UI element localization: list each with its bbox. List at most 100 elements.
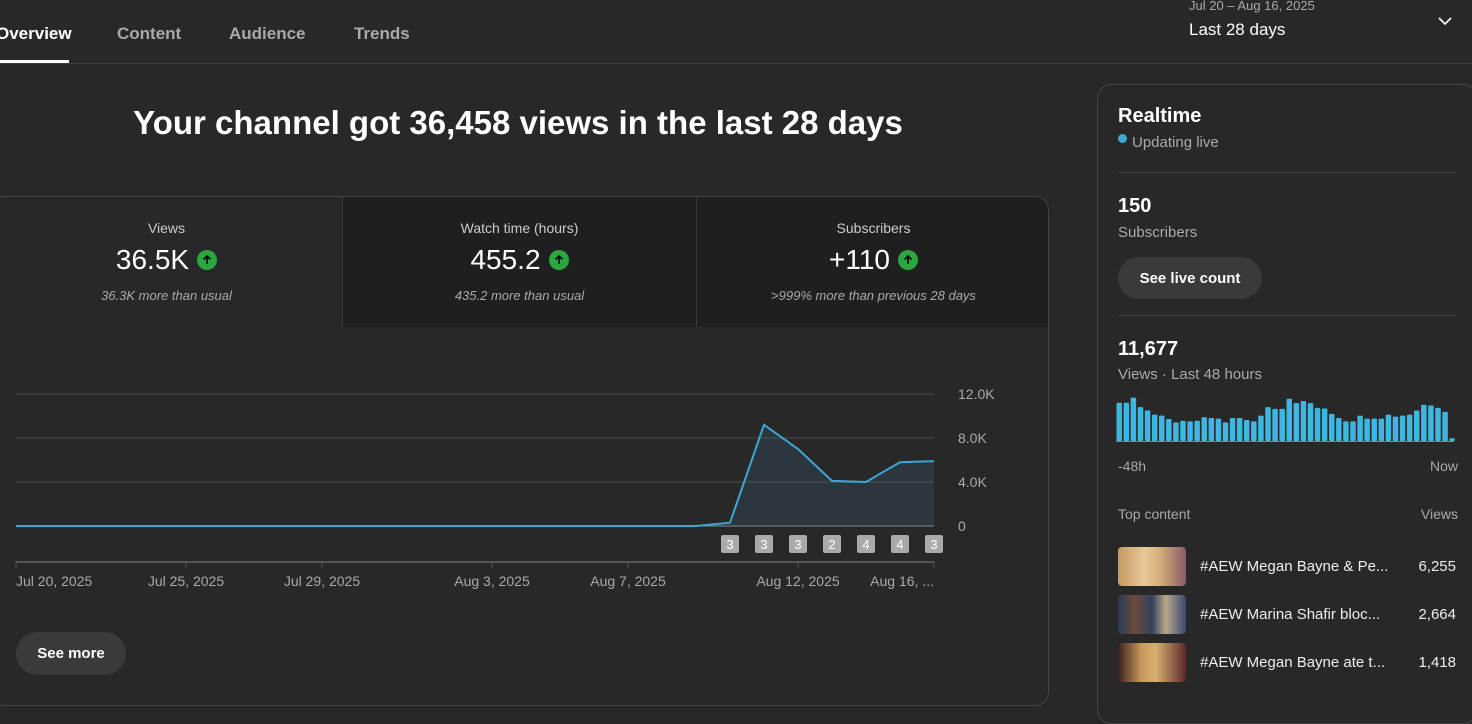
- hourly-bar: [1421, 405, 1426, 441]
- hourly-bar: [1265, 407, 1270, 441]
- upload-marker-count: 3: [726, 537, 733, 552]
- top-content-item[interactable]: #AEW Megan Bayne ate t... 1,418: [1118, 643, 1456, 683]
- tab-trends[interactable]: Trends: [354, 24, 410, 44]
- subscriber-count: 150: [1118, 195, 1151, 218]
- hourly-bar: [1357, 416, 1362, 441]
- views-column-label: Views: [1421, 506, 1458, 522]
- hourly-bar: [1272, 409, 1277, 441]
- hourly-bar: [1117, 403, 1122, 441]
- y-tick-label: 8.0K: [958, 430, 987, 446]
- hourly-bar: [1138, 407, 1143, 441]
- area-fill: [16, 425, 934, 526]
- hourly-bar: [1131, 398, 1136, 441]
- chevron-down-icon[interactable]: [1436, 12, 1454, 30]
- upload-marker-count: 3: [794, 537, 801, 552]
- hourly-bar: [1442, 412, 1447, 441]
- x-tick-label: Aug 12, 2025: [756, 573, 840, 589]
- hourly-bar: [1145, 411, 1150, 441]
- metric-label: Watch time (hours): [343, 220, 696, 236]
- y-tick-label: 4.0K: [958, 474, 987, 490]
- live-dot-icon: [1118, 134, 1127, 143]
- hourly-bar: [1414, 411, 1419, 441]
- metric-comparison: 36.3K more than usual: [0, 288, 342, 303]
- video-thumbnail: [1118, 547, 1186, 586]
- video-views: 1,418: [1418, 654, 1456, 671]
- hourly-bar: [1301, 401, 1306, 441]
- axis-start-label: -48h: [1118, 458, 1146, 474]
- arrow-up-icon: [898, 250, 918, 270]
- metric-label: Subscribers: [697, 220, 1049, 236]
- hourly-bar: [1336, 418, 1341, 441]
- tab-audience[interactable]: Audience: [229, 24, 306, 44]
- date-range[interactable]: Jul 20 – Aug 16, 2025: [1189, 0, 1315, 13]
- x-tick-label: Aug 16, ...: [870, 573, 934, 589]
- hourly-bar: [1180, 421, 1185, 441]
- realtime-status: Updating live: [1132, 134, 1219, 151]
- hourly-bar: [1379, 419, 1384, 441]
- metric-comparison: 435.2 more than usual: [343, 288, 696, 303]
- hourly-bar: [1166, 419, 1171, 441]
- upload-marker-count: 3: [760, 537, 767, 552]
- hourly-bar: [1202, 417, 1207, 441]
- metric-watch-time[interactable]: Watch time (hours) 455.2 435.2 more than…: [342, 197, 696, 327]
- realtime-views-label: Views · Last 48 hours: [1118, 366, 1262, 383]
- hourly-bar: [1230, 418, 1235, 441]
- hourly-bar: [1237, 418, 1242, 441]
- realtime-title: Realtime: [1118, 105, 1201, 128]
- video-views: 6,255: [1418, 558, 1456, 575]
- see-live-count-button[interactable]: See live count: [1118, 257, 1262, 299]
- hourly-bar: [1407, 415, 1412, 441]
- upload-marker-count: 3: [930, 537, 937, 552]
- arrow-up-icon: [549, 250, 569, 270]
- x-tick-label: Aug 3, 2025: [454, 573, 530, 589]
- hourly-bar: [1322, 409, 1327, 441]
- arrow-up-icon: [197, 250, 217, 270]
- metric-views[interactable]: Views 36.5K 36.3K more than usual: [0, 197, 342, 327]
- hourly-bar: [1294, 403, 1299, 441]
- date-period-selector[interactable]: Last 28 days: [1189, 20, 1285, 40]
- hourly-bar: [1187, 421, 1192, 441]
- metric-label: Views: [0, 220, 342, 236]
- hourly-bar: [1209, 418, 1214, 441]
- hourly-bar: [1194, 421, 1199, 441]
- metric-subscribers[interactable]: Subscribers +110 >999% more than previou…: [696, 197, 1049, 327]
- video-views: 2,664: [1418, 606, 1456, 623]
- metric-value: +110: [829, 244, 890, 276]
- hourly-bar: [1386, 415, 1391, 441]
- upload-marker-count: 4: [862, 537, 869, 552]
- see-more-button[interactable]: See more: [16, 632, 126, 675]
- upload-marker-count: 4: [896, 537, 903, 552]
- hourly-bar: [1350, 421, 1355, 441]
- hourly-bar: [1428, 405, 1433, 441]
- hourly-bar: [1329, 414, 1334, 441]
- metric-value: 455.2: [470, 244, 540, 276]
- hourly-views-bar-chart[interactable]: [1116, 395, 1456, 449]
- tab-overview[interactable]: Overview: [0, 24, 72, 44]
- hourly-bar: [1435, 408, 1440, 441]
- active-tab-indicator: [0, 60, 69, 63]
- metric-comparison: >999% more than previous 28 days: [697, 288, 1049, 303]
- y-tick-label: 12.0K: [958, 386, 995, 402]
- hourly-bar: [1364, 419, 1369, 441]
- tab-content[interactable]: Content: [117, 24, 181, 44]
- top-content-item[interactable]: #AEW Megan Bayne & Pe... 6,255: [1118, 547, 1456, 587]
- hourly-bar: [1372, 419, 1377, 441]
- hourly-bar: [1343, 421, 1348, 441]
- hourly-bar: [1251, 421, 1256, 441]
- hourly-bar: [1400, 416, 1405, 441]
- hourly-bar: [1244, 420, 1249, 441]
- divider: [1118, 315, 1456, 316]
- hourly-bar: [1159, 416, 1164, 441]
- hourly-bar: [1258, 416, 1263, 441]
- hourly-bar: [1124, 403, 1129, 441]
- axis-end-label: Now: [1430, 458, 1458, 474]
- top-content-item[interactable]: #AEW Marina Shafir bloc... 2,664: [1118, 595, 1456, 635]
- hourly-bar: [1173, 422, 1178, 441]
- hourly-bar: [1449, 438, 1454, 441]
- video-thumbnail: [1118, 595, 1186, 634]
- x-tick-label: Jul 29, 2025: [284, 573, 360, 589]
- video-title: #AEW Megan Bayne ate t...: [1200, 654, 1390, 671]
- top-content-label: Top content: [1118, 506, 1190, 522]
- realtime-views: 11,677: [1118, 338, 1178, 361]
